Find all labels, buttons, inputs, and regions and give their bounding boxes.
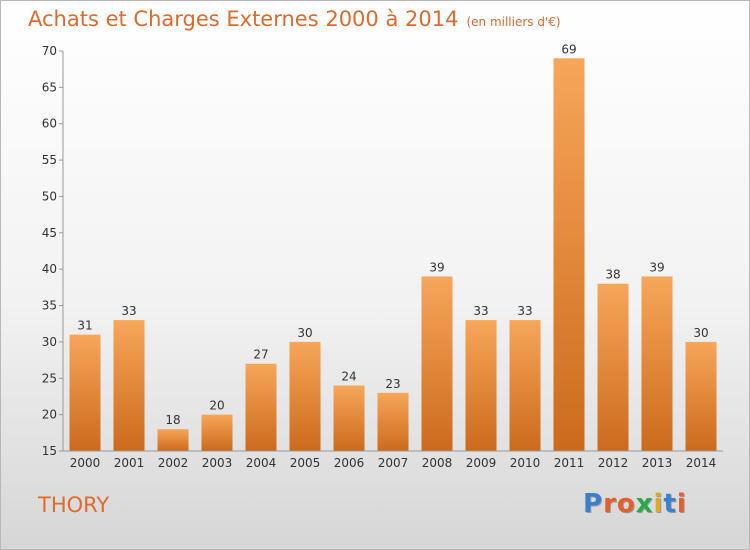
x-tick-label: 2002 <box>158 456 189 470</box>
bar <box>509 320 541 451</box>
bar-value-label: 69 <box>561 42 576 56</box>
logo-letter: r <box>603 489 617 519</box>
bar-value-label: 31 <box>77 319 92 333</box>
chart-title-text: Achats et Charges Externes 2000 à 2014 <box>28 7 459 31</box>
bar-value-label: 27 <box>253 348 268 362</box>
bar <box>685 341 717 451</box>
proxiti-logo[interactable]: Proxiti <box>583 489 687 519</box>
bar <box>421 276 453 451</box>
y-tick-label: 65 <box>42 80 57 94</box>
bar-value-label: 39 <box>429 260 444 274</box>
bar <box>377 392 409 451</box>
chart-title: Achats et Charges Externes 2000 à 2014 (e… <box>28 7 561 31</box>
x-tick-label: 2014 <box>686 456 717 470</box>
x-tick-label: 2013 <box>642 456 673 470</box>
y-tick-label: 30 <box>42 335 57 349</box>
bar <box>553 58 585 451</box>
bar-value-label: 24 <box>341 370 356 384</box>
y-tick-label: 20 <box>42 408 57 422</box>
x-tick-label: 2005 <box>290 456 321 470</box>
x-tick-label: 2012 <box>598 456 629 470</box>
bar-value-label: 33 <box>517 304 532 318</box>
logo-letter: x <box>635 489 654 519</box>
bar <box>201 414 233 451</box>
bar-value-label: 30 <box>693 326 708 340</box>
commune-name: THORY <box>38 493 110 517</box>
x-tick-label: 2011 <box>554 456 585 470</box>
bar-value-label: 20 <box>209 399 224 413</box>
x-tick-label: 2001 <box>114 456 145 470</box>
x-tick-label: 2006 <box>334 456 365 470</box>
bar <box>333 385 365 451</box>
x-tick-label: 2003 <box>202 456 233 470</box>
logo-letter: t <box>663 489 677 519</box>
bar <box>465 320 497 451</box>
bar-value-label: 30 <box>297 326 312 340</box>
x-axis: 2000 2001 2002 2003 2004 2005 2006 2007 2008 2009… <box>63 450 723 470</box>
y-tick-label: 55 <box>42 153 57 167</box>
bar <box>245 363 277 451</box>
y-axis: 15 20 25 30 35 40 45 50 55 60 65 70 <box>42 44 64 458</box>
bar <box>289 341 321 451</box>
bar <box>113 320 145 451</box>
y-tick-label: 35 <box>42 299 57 313</box>
bar-value-label: 18 <box>165 413 180 427</box>
bar-value-label: 33 <box>121 304 136 318</box>
bar-value-label: 38 <box>605 268 620 282</box>
bar <box>597 283 629 451</box>
x-tick-label: 2004 <box>246 456 277 470</box>
x-tick-label: 2010 <box>510 456 541 470</box>
y-tick-label: 45 <box>42 226 57 240</box>
bar-value-label: 23 <box>385 377 400 391</box>
bar-value-label: 39 <box>649 260 664 274</box>
x-tick-label: 2000 <box>70 456 101 470</box>
logo-letter: i <box>676 489 687 519</box>
chart-unit: (en milliers d'€) <box>466 15 561 29</box>
y-tick-label: 60 <box>42 117 57 131</box>
y-tick-label: 70 <box>42 44 57 58</box>
y-tick-label: 50 <box>42 189 57 203</box>
logo-letter: i <box>653 489 664 519</box>
logo-letter: P <box>583 489 604 519</box>
y-tick-label: 15 <box>42 444 57 458</box>
logo-letter: o <box>616 489 636 519</box>
bar <box>157 429 189 451</box>
bars: 31 33 18 20 27 30 24 23 39 33 33 69 38 39 30 <box>69 42 717 451</box>
x-tick-label: 2008 <box>422 456 453 470</box>
y-tick-label: 25 <box>42 371 57 385</box>
bar <box>641 276 673 451</box>
x-tick-label: 2007 <box>378 456 409 470</box>
y-tick-label: 40 <box>42 262 57 276</box>
bar <box>69 334 101 451</box>
bar-value-label: 33 <box>473 304 488 318</box>
x-tick-label: 2009 <box>466 456 497 470</box>
